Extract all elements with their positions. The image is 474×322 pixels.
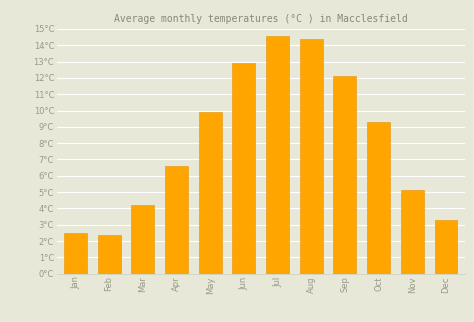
Title: Average monthly temperatures (°C ) in Macclesfield: Average monthly temperatures (°C ) in Ma… [114,14,408,24]
Bar [435,220,457,274]
Bar [401,191,424,274]
Bar [64,233,87,274]
Bar [199,112,222,274]
Bar [165,166,188,274]
Bar [367,122,390,274]
Bar [131,205,154,274]
Bar [98,234,120,274]
Bar [300,39,323,274]
Bar [232,63,255,274]
Bar [266,35,289,274]
Bar [334,76,356,274]
